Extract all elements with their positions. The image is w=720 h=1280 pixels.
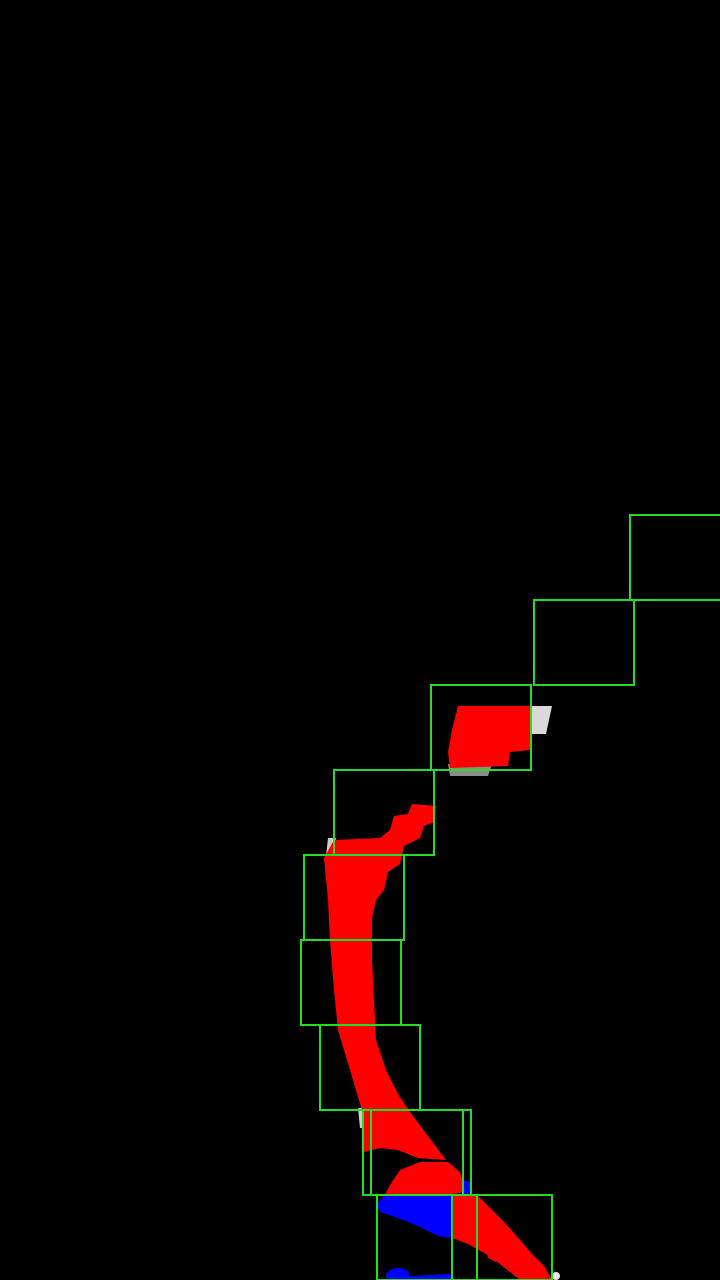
detection-box <box>430 684 532 771</box>
detection-boxes <box>300 514 720 1280</box>
red-mask-fleck <box>486 1246 498 1262</box>
red-masks <box>324 706 552 1280</box>
detection-box <box>451 1194 553 1280</box>
detection-box <box>533 599 635 686</box>
blue-mask-bottom <box>386 1268 410 1280</box>
streak-5 <box>552 1272 560 1280</box>
red-mask-mid <box>384 1162 466 1196</box>
blue-masks <box>376 1180 472 1280</box>
streak-1 <box>530 706 552 734</box>
red-mask-band <box>324 804 446 1160</box>
blue-mask-bottom-strip <box>410 1274 452 1280</box>
red-mask-patch <box>448 706 530 768</box>
blue-mask-fleck <box>462 1180 472 1196</box>
blue-mask-main <box>376 1196 452 1238</box>
detection-box <box>376 1194 478 1280</box>
